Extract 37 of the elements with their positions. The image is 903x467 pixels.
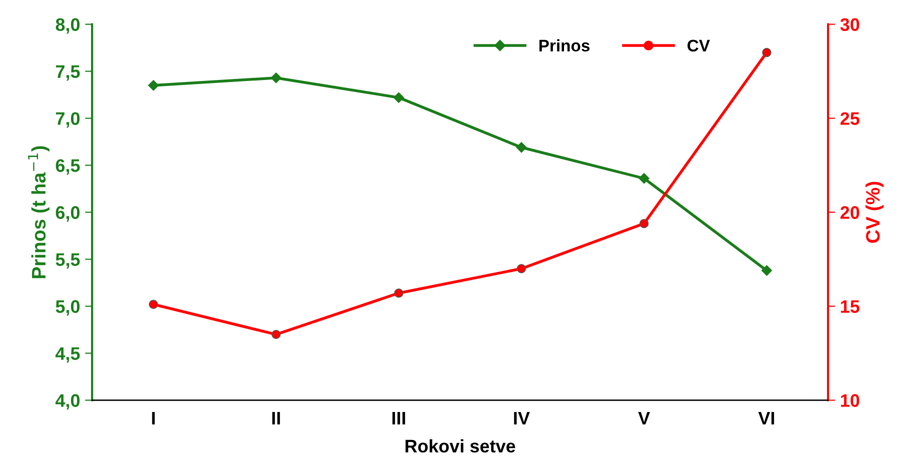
- y2-tick-label: 15: [840, 300, 860, 313]
- y-tick-label: 4,5: [55, 347, 80, 363]
- point: [394, 288, 404, 298]
- point: [148, 80, 159, 91]
- y-tick-label: 5,0: [56, 300, 80, 316]
- y-tick-label: 4,0: [55, 394, 80, 410]
- point: [393, 92, 404, 103]
- x-tick-label: III: [392, 412, 406, 424]
- point: [516, 142, 527, 153]
- y2-tick-label: 20: [840, 206, 860, 219]
- y-tick-label: 7,5: [56, 65, 80, 81]
- point: [639, 218, 649, 228]
- point: [148, 300, 158, 309]
- x-tick-label: V: [638, 412, 650, 424]
- y2-tick-label: 10: [840, 394, 860, 407]
- y-tick-label: 7,0: [56, 112, 80, 128]
- point: [761, 265, 772, 276]
- y-tick-label: 6,0: [56, 206, 80, 222]
- point: [272, 330, 281, 340]
- point: [638, 173, 650, 184]
- y2-tick-label: 30: [840, 18, 860, 32]
- y2-axis-title: CV (%): [865, 182, 884, 243]
- x-tick-label: I: [152, 412, 155, 424]
- y-tick-label: 8,0: [56, 18, 80, 34]
- point: [762, 48, 772, 58]
- point: [516, 264, 526, 274]
- y-tick-label: 5,5: [56, 253, 80, 269]
- x-tick-label: VI: [758, 412, 774, 424]
- legend-label: CV: [688, 40, 710, 52]
- y-tick-label: 6,5: [56, 159, 80, 175]
- x-tick-label: II: [272, 412, 280, 424]
- point: [270, 72, 282, 84]
- y-axis-title: Prinos (t ha$^{−1}$): [28, 146, 50, 278]
- y2-tick-label: 25: [840, 112, 860, 125]
- x-axis-title: Rokovi setve: [406, 439, 516, 453]
- x-tick-label: IV: [514, 412, 530, 424]
- legend-label: Prinos: [539, 39, 590, 52]
